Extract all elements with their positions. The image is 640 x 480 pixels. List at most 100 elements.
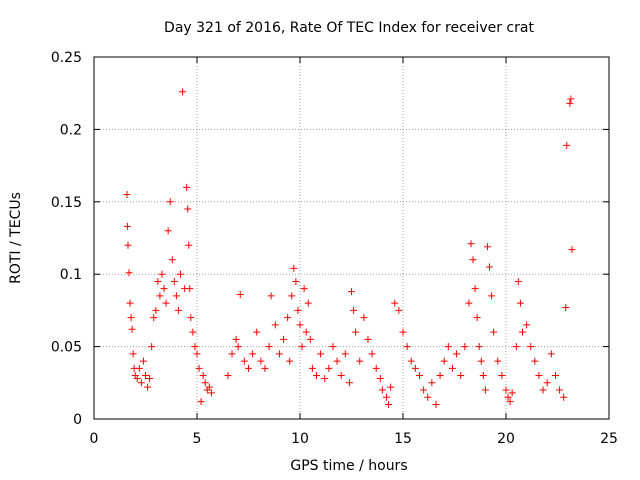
data-point: [249, 350, 257, 358]
x-tick-label: 0: [90, 431, 99, 447]
data-point: [448, 364, 456, 372]
data-point: [395, 306, 403, 314]
data-point: [146, 374, 154, 382]
data-point: [197, 398, 205, 406]
data-point: [280, 335, 288, 343]
data-point: [170, 277, 178, 285]
data-point: [383, 393, 391, 401]
data-point: [535, 372, 543, 380]
data-point: [154, 277, 162, 285]
data-point: [129, 350, 137, 358]
x-tick-label: 5: [193, 431, 202, 447]
data-point: [158, 270, 166, 278]
data-point: [494, 357, 502, 365]
data-point: [345, 379, 353, 387]
data-point: [123, 191, 131, 199]
data-point: [457, 372, 465, 380]
data-point: [471, 285, 479, 293]
data-point: [568, 246, 576, 254]
data-point: [502, 386, 510, 394]
data-point: [296, 321, 304, 329]
x-tick-label: 15: [394, 431, 412, 447]
data-point: [267, 292, 275, 300]
x-tick-label: 20: [497, 431, 515, 447]
data-point: [265, 343, 273, 351]
data-point: [125, 269, 133, 277]
data-point: [547, 350, 555, 358]
data-point: [567, 95, 575, 103]
data-point: [563, 141, 571, 149]
data-point: [236, 290, 244, 298]
data-point: [317, 350, 325, 358]
data-point: [224, 372, 232, 380]
data-point: [333, 357, 341, 365]
data-point: [253, 328, 261, 336]
data-point: [376, 374, 384, 382]
data-point: [284, 314, 292, 322]
data-point: [137, 379, 145, 387]
data-point: [205, 383, 213, 391]
y-tick-label: 0.1: [60, 267, 82, 283]
axis-ticks: [93, 56, 610, 420]
data-point: [142, 372, 149, 380]
data-point: [261, 364, 269, 372]
data-point: [341, 350, 349, 358]
data-point: [531, 357, 539, 365]
data-point: [156, 292, 164, 300]
data-point: [302, 328, 310, 336]
data-point: [174, 306, 182, 314]
data-point: [566, 99, 574, 107]
y-tick-label: 0.05: [51, 340, 82, 356]
data-point: [440, 357, 448, 365]
data-point: [356, 357, 364, 365]
data-point: [506, 398, 514, 406]
data-point: [133, 374, 141, 382]
data-point: [475, 343, 483, 351]
data-point: [189, 328, 197, 336]
data-point: [498, 372, 506, 380]
data-point: [364, 335, 372, 343]
data-point: [184, 205, 192, 213]
data-point: [185, 241, 193, 249]
data-point: [407, 357, 415, 365]
data-point: [337, 372, 345, 380]
data-point: [391, 299, 399, 307]
data-point: [123, 222, 131, 230]
data-point: [543, 379, 551, 387]
data-point: [378, 386, 386, 394]
data-point: [329, 343, 337, 351]
data-point: [504, 393, 512, 401]
data-point: [551, 372, 559, 380]
data-point: [352, 328, 360, 336]
data-point: [271, 321, 279, 329]
data-point: [523, 321, 531, 329]
data-point: [461, 343, 469, 351]
x-tick-label: 10: [291, 431, 309, 447]
data-point: [288, 292, 296, 300]
data-point: [465, 299, 473, 307]
data-point: [420, 386, 428, 394]
y-tick-label: 0.2: [60, 122, 82, 138]
data-point: [348, 288, 355, 296]
data-point: [479, 372, 487, 380]
data-point: [160, 285, 168, 293]
data-point: [199, 372, 207, 380]
data-point: [473, 314, 481, 322]
data-point: [124, 241, 132, 249]
data-point: [300, 285, 308, 293]
data-point: [486, 263, 494, 271]
data-point: [488, 292, 496, 300]
x-tick-label: 25: [600, 431, 618, 447]
data-point: [312, 372, 320, 380]
data-point: [292, 277, 300, 285]
data-point: [201, 379, 209, 387]
data-point: [275, 350, 283, 358]
data-point: [232, 335, 240, 343]
data-point: [162, 299, 170, 307]
data-point: [286, 357, 294, 365]
y-axis-label: ROTI / TECUs: [8, 192, 24, 284]
data-point: [325, 364, 333, 372]
data-point: [508, 389, 516, 397]
data-point: [350, 306, 358, 314]
data-point: [207, 389, 215, 397]
